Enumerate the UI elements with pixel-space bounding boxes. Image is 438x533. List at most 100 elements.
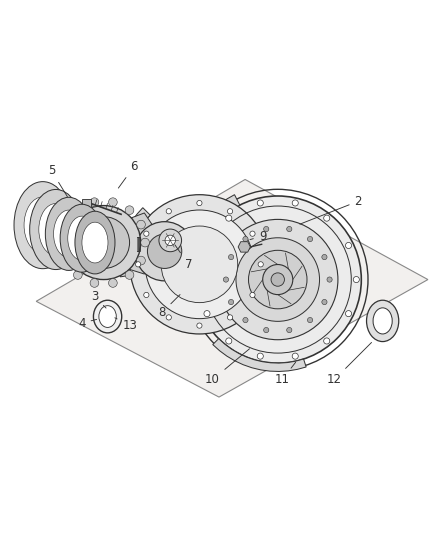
Circle shape bbox=[62, 220, 71, 229]
Circle shape bbox=[137, 220, 145, 229]
Circle shape bbox=[78, 217, 130, 269]
Text: 10: 10 bbox=[205, 349, 250, 386]
Circle shape bbox=[346, 243, 352, 248]
Polygon shape bbox=[36, 180, 428, 397]
Circle shape bbox=[322, 254, 327, 260]
Circle shape bbox=[197, 200, 202, 206]
Polygon shape bbox=[213, 338, 306, 372]
Circle shape bbox=[218, 220, 338, 340]
Polygon shape bbox=[51, 208, 95, 262]
Circle shape bbox=[125, 206, 134, 214]
Circle shape bbox=[194, 196, 361, 363]
Circle shape bbox=[109, 198, 117, 206]
Circle shape bbox=[197, 323, 202, 328]
Circle shape bbox=[227, 208, 233, 214]
Ellipse shape bbox=[30, 189, 82, 270]
Circle shape bbox=[223, 277, 229, 282]
Text: 12: 12 bbox=[327, 343, 371, 386]
Circle shape bbox=[62, 256, 71, 265]
Circle shape bbox=[229, 254, 234, 260]
Circle shape bbox=[257, 200, 263, 206]
Circle shape bbox=[287, 327, 292, 333]
Circle shape bbox=[135, 262, 141, 267]
Circle shape bbox=[125, 271, 134, 279]
Circle shape bbox=[204, 243, 210, 248]
Text: 5: 5 bbox=[48, 164, 67, 197]
Circle shape bbox=[144, 231, 149, 236]
Circle shape bbox=[67, 206, 141, 279]
Circle shape bbox=[324, 215, 330, 221]
Circle shape bbox=[292, 353, 298, 359]
Text: 7: 7 bbox=[175, 245, 192, 271]
Circle shape bbox=[353, 277, 359, 282]
Circle shape bbox=[90, 279, 99, 287]
Circle shape bbox=[166, 315, 171, 320]
Circle shape bbox=[307, 318, 313, 322]
Circle shape bbox=[227, 315, 233, 320]
Circle shape bbox=[250, 293, 255, 297]
Text: 6: 6 bbox=[118, 160, 138, 188]
Circle shape bbox=[287, 227, 292, 232]
Text: 11: 11 bbox=[275, 362, 296, 386]
Circle shape bbox=[145, 210, 254, 319]
Polygon shape bbox=[115, 213, 152, 274]
Circle shape bbox=[257, 353, 263, 359]
Polygon shape bbox=[82, 199, 91, 208]
Circle shape bbox=[74, 206, 82, 214]
Ellipse shape bbox=[75, 211, 115, 274]
Circle shape bbox=[165, 235, 176, 246]
Text: 3: 3 bbox=[91, 290, 106, 308]
Circle shape bbox=[159, 229, 182, 252]
Text: 13: 13 bbox=[115, 318, 137, 332]
Circle shape bbox=[109, 279, 117, 287]
Ellipse shape bbox=[93, 300, 122, 333]
Ellipse shape bbox=[14, 182, 71, 269]
Circle shape bbox=[130, 195, 269, 334]
Circle shape bbox=[229, 300, 234, 305]
Ellipse shape bbox=[373, 308, 392, 334]
Circle shape bbox=[292, 200, 298, 206]
Circle shape bbox=[226, 215, 232, 221]
Circle shape bbox=[322, 300, 327, 305]
Circle shape bbox=[161, 226, 238, 303]
Text: 4: 4 bbox=[78, 317, 97, 329]
Circle shape bbox=[264, 227, 269, 232]
Circle shape bbox=[250, 231, 255, 236]
Circle shape bbox=[271, 273, 284, 286]
Ellipse shape bbox=[24, 197, 61, 254]
Circle shape bbox=[258, 262, 263, 267]
Circle shape bbox=[226, 338, 232, 344]
Circle shape bbox=[166, 208, 171, 214]
Text: 2: 2 bbox=[300, 195, 362, 224]
Circle shape bbox=[58, 238, 67, 247]
Text: 8: 8 bbox=[159, 295, 180, 319]
Ellipse shape bbox=[82, 222, 108, 263]
Circle shape bbox=[148, 234, 182, 269]
Circle shape bbox=[248, 251, 307, 309]
Circle shape bbox=[243, 318, 248, 322]
Ellipse shape bbox=[39, 204, 73, 255]
Polygon shape bbox=[120, 208, 150, 277]
Circle shape bbox=[327, 277, 332, 282]
Circle shape bbox=[324, 338, 330, 344]
Circle shape bbox=[90, 198, 99, 206]
Circle shape bbox=[346, 311, 352, 317]
Polygon shape bbox=[238, 241, 251, 252]
Ellipse shape bbox=[367, 300, 399, 342]
Text: 9: 9 bbox=[250, 230, 266, 243]
Circle shape bbox=[243, 237, 248, 241]
Circle shape bbox=[196, 277, 202, 282]
Circle shape bbox=[307, 237, 313, 241]
Circle shape bbox=[74, 271, 82, 279]
Circle shape bbox=[263, 264, 293, 295]
Circle shape bbox=[144, 293, 149, 297]
Ellipse shape bbox=[99, 305, 116, 327]
Ellipse shape bbox=[46, 197, 92, 270]
Ellipse shape bbox=[68, 216, 96, 260]
Circle shape bbox=[141, 238, 149, 247]
Circle shape bbox=[264, 327, 269, 333]
Ellipse shape bbox=[60, 204, 104, 272]
Circle shape bbox=[236, 238, 320, 321]
Circle shape bbox=[95, 233, 113, 252]
Circle shape bbox=[204, 311, 210, 317]
